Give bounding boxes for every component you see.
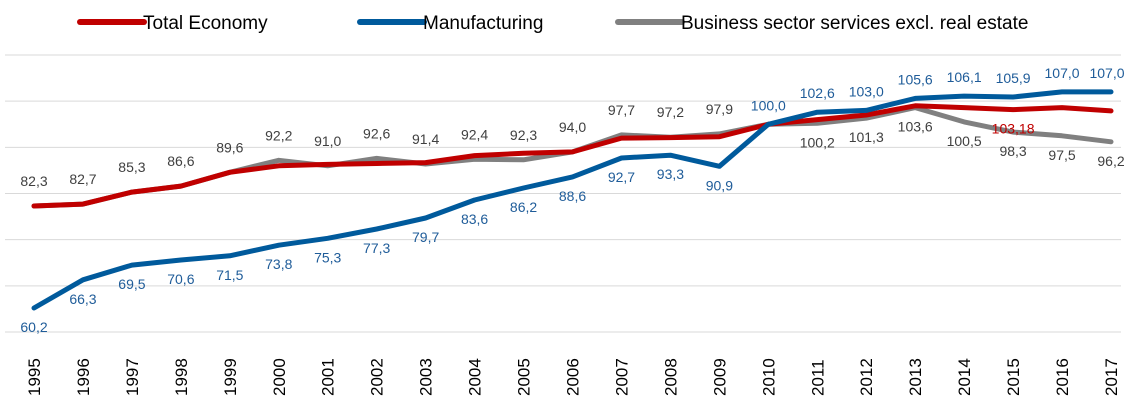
data-label-manufacturing: 86,2 [510, 199, 537, 215]
x-tick-label: 2011 [808, 359, 827, 396]
data-label-manufacturing: 83,6 [461, 211, 488, 227]
data-label-manufacturing: 93,3 [657, 166, 684, 182]
data-label-business-sector-services-excl-real-estate: 82,3 [20, 173, 47, 189]
data-label-business-sector-services-excl-real-estate: 101,3 [849, 129, 884, 145]
legend: Total Economy Manufacturing Business secto… [77, 13, 1028, 34]
data-label-manufacturing: 73,8 [265, 256, 292, 272]
data-labels: 103,18 60,2 66,3 69,5 70,6 71,5 73,8 75,3 77,3 79… [20, 65, 1124, 335]
x-axis-tick-labels: 1995 1996 1997 1998 1999 2000 2001 2002 2003 2004… [25, 358, 1121, 396]
data-label-business-sector-services-excl-real-estate: 92,2 [265, 127, 292, 143]
x-tick-label: 2017 [1102, 358, 1121, 396]
data-label-business-sector-services-excl-real-estate: 85,3 [118, 159, 145, 175]
data-label-business-sector-services-excl-real-estate: 103,6 [898, 119, 933, 135]
x-tick-label: 1998 [172, 358, 191, 396]
series-line-manufacturing [31, 89, 1114, 311]
data-label-business-sector-services-excl-real-estate: 92,6 [363, 125, 390, 141]
data-label-manufacturing: 71,5 [216, 267, 243, 283]
series-lines [31, 89, 1114, 311]
data-label-manufacturing: 69,5 [118, 276, 145, 292]
x-tick-label: 2015 [1004, 358, 1023, 396]
gridlines [5, 54, 1121, 333]
x-tick-label: 2012 [857, 358, 876, 396]
x-tick-label: 2000 [270, 358, 289, 396]
legend-label-manufacturing: Manufacturing [423, 13, 543, 34]
x-tick-label: 2005 [515, 358, 534, 396]
data-label-manufacturing: 77,3 [363, 240, 390, 256]
data-label-manufacturing: 75,3 [314, 249, 341, 265]
x-tick-label: 1997 [123, 358, 142, 396]
data-label-business-sector-services-excl-real-estate: 100,5 [947, 133, 982, 149]
x-tick-label: 2007 [612, 358, 631, 396]
data-label-manufacturing: 107,0 [1089, 65, 1124, 81]
x-tick-label: 2016 [1053, 358, 1072, 396]
data-label-business-sector-services-excl-real-estate: 89,6 [216, 139, 243, 155]
x-tick-label: 2001 [319, 358, 338, 396]
data-label-manufacturing: 106,1 [947, 69, 982, 85]
data-label-manufacturing: 60,2 [20, 319, 47, 335]
x-tick-label: 2006 [564, 358, 583, 396]
x-tick-label: 2014 [955, 358, 974, 396]
data-label-business-sector-services-excl-real-estate: 91,4 [412, 131, 439, 147]
data-label-business-sector-services-excl-real-estate: 97,5 [1048, 147, 1075, 163]
data-label-business-sector-services-excl-real-estate: 82,7 [69, 171, 96, 187]
x-tick-label: 2004 [466, 358, 485, 396]
data-label-business-sector-services-excl-real-estate: 100,2 [800, 134, 835, 150]
x-tick-label: 1995 [25, 358, 44, 396]
data-label-business-sector-services-excl-real-estate: 92,4 [461, 126, 488, 142]
x-tick-label: 1999 [221, 358, 240, 396]
data-label-manufacturing: 103,0 [849, 83, 884, 99]
data-label-manufacturing: 92,7 [608, 169, 635, 185]
data-label-manufacturing: 66,3 [69, 291, 96, 307]
data-label-business-sector-services-excl-real-estate: 97,7 [608, 102, 635, 118]
data-label-business-sector-services-excl-real-estate: 97,9 [706, 101, 733, 117]
data-label-business-sector-services-excl-real-estate: 92,3 [510, 127, 537, 143]
data-label-manufacturing: 107,0 [1045, 65, 1080, 81]
data-label-manufacturing: 105,9 [996, 70, 1031, 86]
data-label-business-sector-services-excl-real-estate: 98,3 [999, 143, 1026, 159]
x-tick-label: 1996 [74, 358, 93, 396]
data-label-manufacturing: 79,7 [412, 229, 439, 245]
data-label-manufacturing: 102,6 [800, 85, 835, 101]
data-label-total-economy: 103,18 [992, 121, 1035, 137]
data-label-manufacturing: 88,6 [559, 188, 586, 204]
x-tick-label: 2002 [368, 358, 387, 396]
x-tick-label: 2009 [710, 358, 729, 396]
x-tick-label: 2010 [759, 358, 778, 396]
x-tick-label: 2008 [661, 358, 680, 396]
series-line-total-economy [31, 103, 1114, 209]
data-label-manufacturing: 105,6 [898, 71, 933, 87]
data-label-business-sector-services-excl-real-estate: 94,0 [559, 119, 586, 135]
legend-label-business-sector-services-excl-real-estate: Business sector services excl. real esta… [681, 13, 1028, 34]
data-label-manufacturing: 70,6 [167, 271, 194, 287]
x-tick-label: 2003 [417, 358, 436, 396]
legend-label-total-economy: Total Economy [143, 13, 268, 34]
data-label-business-sector-services-excl-real-estate: 96,2 [1097, 153, 1124, 169]
data-label-manufacturing: 90,9 [706, 177, 733, 193]
x-tick-label: 2013 [906, 358, 925, 396]
data-label-business-sector-services-excl-real-estate: 97,2 [657, 104, 684, 120]
data-label-manufacturing: 100,0 [751, 97, 786, 113]
data-label-business-sector-services-excl-real-estate: 91,0 [314, 133, 341, 149]
data-label-business-sector-services-excl-real-estate: 86,6 [167, 153, 194, 169]
